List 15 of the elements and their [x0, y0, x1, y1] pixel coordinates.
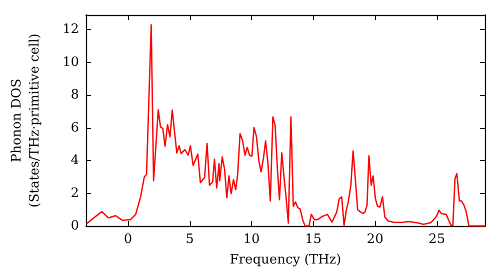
x-tick-label: 5	[186, 232, 194, 247]
x-tick-label: 15	[305, 232, 322, 247]
y-tick-label: 0	[70, 218, 79, 234]
y-tick-label: 2	[70, 186, 79, 201]
y-tick-label: 12	[62, 22, 79, 38]
y-axis-title: Phonon DOS (States/THz·primitive cell)	[10, 33, 42, 208]
x-axis-title: Frequency (THz)	[230, 252, 342, 268]
y-tick-label: 8	[70, 88, 79, 103]
x-tick-label: 25	[428, 232, 446, 247]
x-tick-label: 0	[124, 232, 132, 247]
y-tick-label: 6	[70, 120, 79, 136]
x-tick-label: 10	[243, 232, 260, 247]
y-tick-label: 4	[70, 153, 79, 168]
y-tick-label: 10	[62, 54, 79, 70]
x-tick-label: 20	[366, 232, 384, 247]
